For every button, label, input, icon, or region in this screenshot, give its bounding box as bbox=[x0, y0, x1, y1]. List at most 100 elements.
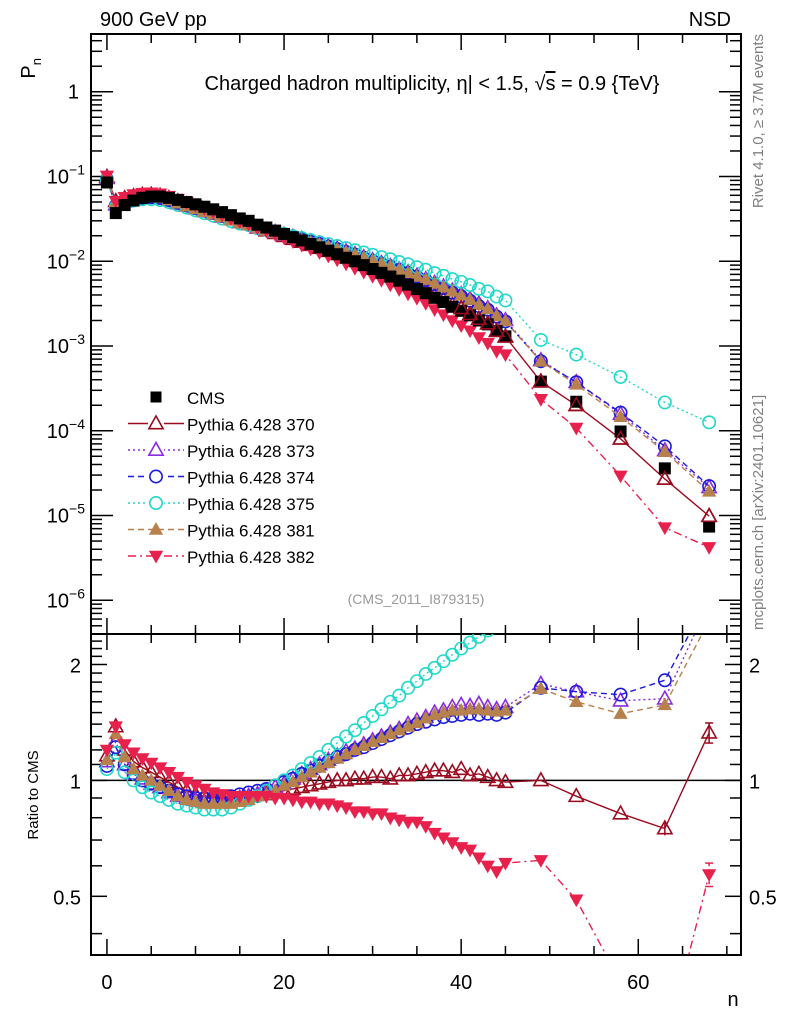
y-tick-label-main: 10−1 bbox=[47, 161, 85, 188]
y-tick-label-ratio: 0.5 bbox=[53, 887, 81, 909]
ratio-point-381 bbox=[383, 726, 398, 740]
y-axis-title-main-sub: n bbox=[29, 58, 44, 65]
ratio-point-382 bbox=[569, 894, 584, 908]
y-tick-label-main: 10−4 bbox=[47, 416, 85, 443]
ratio-point-370 bbox=[479, 767, 497, 784]
axes-layer: 0 20 40 60 1 10−1 10−2 10−3 10−4 10−5 10−6 0.5 0.5 1 1… bbox=[47, 33, 777, 994]
ratio-point-375 bbox=[339, 729, 354, 744]
ratio-point-382 bbox=[489, 866, 504, 879]
ratio-point-370 bbox=[470, 764, 488, 780]
data-point-381 bbox=[454, 287, 469, 301]
y-axis-title-main: Pn bbox=[18, 58, 44, 79]
x-tick-label: 0 bbox=[101, 972, 112, 994]
ratio-point-381 bbox=[356, 738, 371, 751]
ratio-point-382 bbox=[197, 783, 212, 797]
x-tick-label: 40 bbox=[450, 972, 472, 994]
ratio-point-382 bbox=[427, 827, 442, 841]
title-text-2: | < 1.5, bbox=[468, 73, 535, 95]
data-point-370 bbox=[700, 506, 718, 523]
data-point-375 bbox=[489, 289, 504, 304]
ratio-point-370 bbox=[364, 767, 382, 784]
ratio-point-382 bbox=[108, 721, 123, 735]
data-point-381 bbox=[657, 444, 672, 457]
data-point-382 bbox=[701, 542, 717, 555]
data-point-CMS bbox=[100, 176, 113, 189]
data-point-382 bbox=[498, 349, 513, 363]
ratio-point-382 bbox=[480, 860, 495, 874]
ratio-panel-data bbox=[98, 300, 718, 955]
x-tick-label: 60 bbox=[627, 972, 649, 994]
data-point-370 bbox=[452, 299, 470, 315]
analysis-label: (CMS_2011_I879315) bbox=[348, 591, 485, 607]
ratio-point-381 bbox=[330, 751, 345, 764]
ratio-point-375 bbox=[401, 680, 416, 695]
ratio-point-370 bbox=[328, 771, 346, 787]
ratio-point-375 bbox=[427, 660, 442, 675]
ratio-point-375 bbox=[535, 585, 547, 597]
data-point-370 bbox=[496, 327, 514, 343]
ratio-point-382 bbox=[436, 832, 451, 846]
data-point-381 bbox=[613, 409, 628, 423]
data-point-382 bbox=[569, 422, 584, 436]
ratio-point-375 bbox=[356, 715, 371, 730]
ratio-point-381 bbox=[303, 764, 318, 778]
ratio-point-381 bbox=[179, 792, 194, 806]
header-left-label: 900 GeV pp bbox=[100, 9, 207, 31]
legend-label: CMS bbox=[187, 389, 225, 408]
ratio-point-375 bbox=[703, 300, 715, 312]
ratio-point-375 bbox=[108, 745, 123, 760]
data-point-382 bbox=[480, 337, 495, 351]
data-point-381 bbox=[427, 275, 442, 289]
ratio-point-375 bbox=[347, 723, 362, 738]
ratio-point-381 bbox=[569, 694, 584, 708]
data-point-370 bbox=[612, 429, 630, 445]
ratio-point-381 bbox=[657, 697, 672, 711]
legend: CMS Pythia 6.428 370 Pythia 6.428 373 Pythi… bbox=[128, 389, 315, 567]
data-point-382 bbox=[445, 315, 460, 328]
data-point-382 bbox=[471, 332, 487, 345]
data-point-CMS bbox=[658, 462, 671, 475]
ratio-series-370 bbox=[98, 717, 718, 835]
ratio-point-381 bbox=[99, 752, 115, 766]
ratio-point-381 bbox=[117, 749, 132, 763]
ratio-point-381 bbox=[702, 613, 716, 626]
data-point-370 bbox=[461, 305, 479, 321]
legend-entry-374: Pythia 6.428 374 bbox=[128, 468, 315, 488]
legend-label: Pythia 6.428 370 bbox=[187, 416, 315, 435]
data-point-375 bbox=[702, 415, 717, 430]
ratio-point-382 bbox=[533, 855, 549, 868]
ratio-point-375 bbox=[499, 611, 511, 623]
ratio-point-374 bbox=[613, 687, 628, 702]
ratio-point-375 bbox=[144, 785, 159, 800]
ratio-point-373 bbox=[702, 595, 716, 608]
data-point-375 bbox=[463, 278, 477, 292]
data-point-375 bbox=[569, 347, 584, 362]
ratio-point-375 bbox=[490, 618, 502, 630]
header-right-label: NSD bbox=[689, 9, 731, 31]
legend-entry-CMS: CMS bbox=[150, 389, 225, 408]
title-s: s bbox=[546, 73, 556, 95]
ratio-point-381 bbox=[480, 702, 495, 716]
data-point-381 bbox=[462, 292, 478, 305]
data-point-382 bbox=[533, 394, 549, 407]
data-point-382 bbox=[657, 522, 672, 536]
title-text-3: = 0.9 {TeV} bbox=[556, 73, 660, 95]
legend-marker-CMS bbox=[150, 391, 162, 403]
y-tick-label-main: 1 bbox=[68, 82, 79, 104]
legend-entry-382: Pythia 6.428 382 bbox=[128, 548, 315, 567]
data-point-375 bbox=[471, 281, 486, 296]
legend-label: Pythia 6.428 375 bbox=[187, 495, 315, 514]
data-point-CMS bbox=[331, 248, 344, 261]
legend-marker-370 bbox=[147, 414, 165, 430]
ratio-point-381 bbox=[498, 702, 513, 716]
title-text-1: Charged hadron multiplicity, bbox=[205, 73, 457, 95]
data-point-381 bbox=[533, 353, 549, 367]
ratio-point-370 bbox=[372, 767, 390, 784]
legend-entry-370: Pythia 6.428 370 bbox=[128, 414, 315, 435]
ratio-point-370 bbox=[612, 804, 630, 820]
ratio-point-370 bbox=[567, 787, 585, 803]
ratio-point-381 bbox=[126, 761, 141, 775]
ratio-point-375 bbox=[330, 736, 345, 751]
ratio-point-382 bbox=[179, 776, 194, 790]
ratio-point-382 bbox=[161, 767, 177, 780]
